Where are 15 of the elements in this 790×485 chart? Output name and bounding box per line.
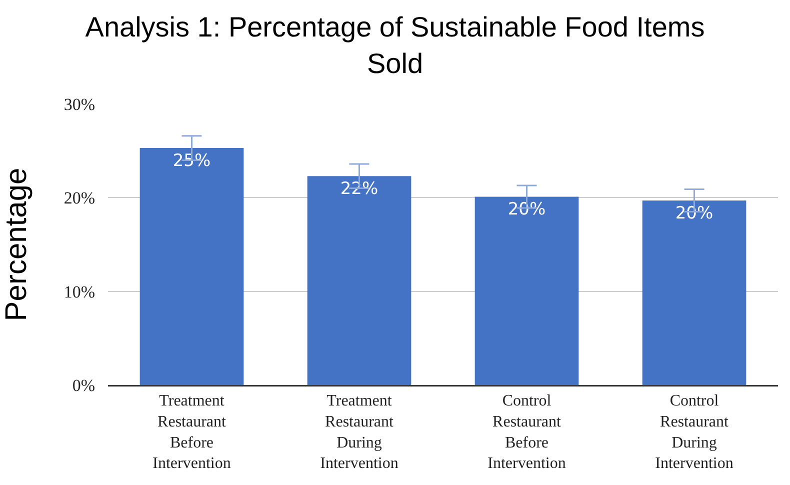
bar: [140, 148, 244, 385]
y-axis-title: Percentage: [0, 168, 33, 322]
y-tick-label: 20%: [64, 188, 95, 208]
y-tick-label: 30%: [64, 94, 95, 114]
y-tick-label: 10%: [64, 282, 95, 302]
bar: [642, 200, 746, 385]
chart-title: Analysis 1: Percentage of Sustainable Food Items Sold: [85, 11, 705, 79]
x-tick-label: Treatment Restaurant Before Intervention: [152, 392, 231, 472]
x-tick-label: Treatment Restaurant During Intervention: [320, 392, 398, 472]
x-tick-label: Control Restaurant Before Intervention: [488, 392, 566, 472]
x-tick-label: Control Restaurant During Intervention: [655, 392, 734, 472]
data-label: 25%: [172, 151, 211, 172]
bar: [474, 196, 579, 385]
bar: [307, 176, 412, 385]
y-tick-label: 0%: [72, 376, 95, 395]
